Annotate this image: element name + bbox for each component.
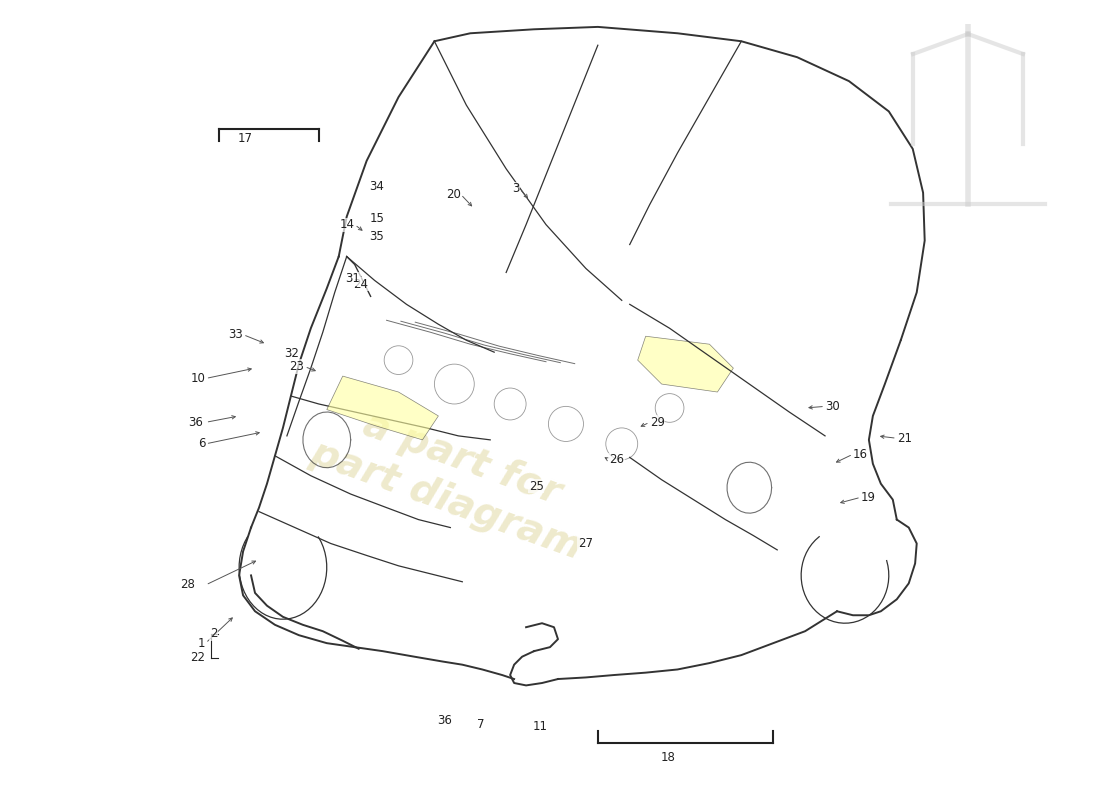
- Text: 14: 14: [340, 218, 354, 231]
- Text: 26: 26: [609, 454, 624, 466]
- Text: 28: 28: [180, 578, 195, 591]
- Text: 27: 27: [578, 537, 593, 550]
- Text: 29: 29: [650, 416, 664, 429]
- Text: a part for
part diagram: a part for part diagram: [306, 392, 603, 567]
- Text: 6: 6: [198, 438, 206, 450]
- Text: 16: 16: [852, 448, 868, 461]
- Text: 36: 36: [188, 416, 204, 429]
- Text: 22: 22: [190, 651, 206, 664]
- Text: 36: 36: [438, 714, 452, 727]
- Text: 3: 3: [513, 182, 519, 195]
- Text: 30: 30: [825, 400, 839, 413]
- Polygon shape: [327, 376, 439, 440]
- Text: 11: 11: [532, 720, 548, 734]
- Text: 1: 1: [198, 637, 206, 650]
- Text: 2: 2: [210, 627, 218, 640]
- Text: 7: 7: [477, 718, 484, 731]
- Polygon shape: [638, 336, 734, 392]
- Text: 17: 17: [238, 132, 253, 145]
- Text: 35: 35: [370, 230, 384, 243]
- Text: 23: 23: [289, 360, 305, 373]
- Text: 33: 33: [229, 328, 243, 341]
- Text: 20: 20: [446, 188, 461, 201]
- Text: 25: 25: [529, 479, 543, 493]
- Text: 10: 10: [190, 372, 206, 385]
- Text: 24: 24: [353, 278, 369, 291]
- Text: 34: 34: [370, 180, 384, 193]
- Text: 18: 18: [661, 750, 675, 764]
- Text: 32: 32: [284, 347, 299, 360]
- Text: 31: 31: [345, 272, 361, 286]
- Text: 15: 15: [370, 212, 384, 225]
- Text: 21: 21: [896, 432, 912, 445]
- Text: 19: 19: [861, 490, 876, 504]
